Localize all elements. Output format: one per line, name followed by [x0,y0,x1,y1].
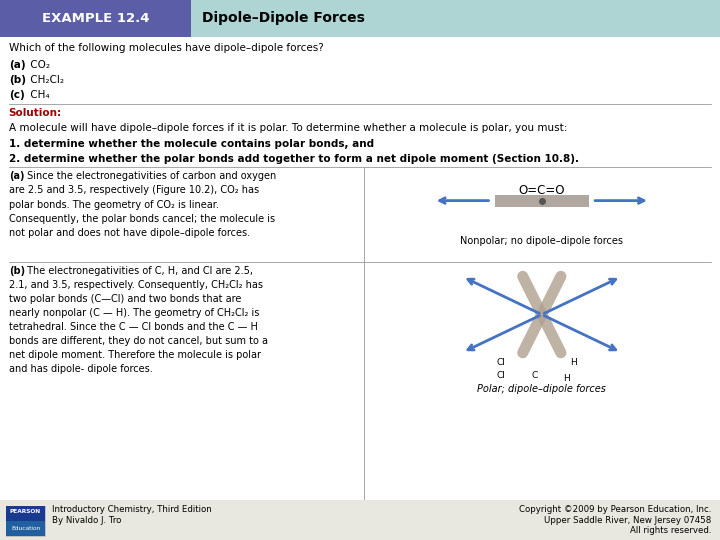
Text: 1. determine whether the molecule contains polar bonds, and: 1. determine whether the molecule contai… [9,139,374,148]
Text: Introductory Chemistry, Third Edition
By Nivaldo J. Tro: Introductory Chemistry, Third Edition By… [52,505,212,525]
Text: Which of the following molecules have dipole–dipole forces?: Which of the following molecules have di… [9,44,323,53]
Text: not polar and does not have dipole–dipole forces.: not polar and does not have dipole–dipol… [9,228,250,238]
Text: Copyright ©2009 by Pearson Education, Inc.
Upper Saddle River, New Jersey 07458
: Copyright ©2009 by Pearson Education, In… [519,505,711,535]
Bar [6,521,45,536]
Bar [495,195,589,207]
Text: 2.1, and 3.5, respectively. Consequently, CH₂Cl₂ has: 2.1, and 3.5, respectively. Consequently… [9,280,263,290]
Text: nearly nonpolar (C — H). The geometry of CH₂Cl₂ is: nearly nonpolar (C — H). The geometry of… [9,308,259,318]
Text: A molecule will have dipole–dipole forces if it is polar. To determine whether a: A molecule will have dipole–dipole force… [9,124,567,133]
Text: Dipole–Dipole Forces: Dipole–Dipole Forces [202,11,364,25]
Text: C: C [531,372,538,380]
Text: (b): (b) [9,266,24,276]
Bar [6,506,45,521]
Text: net dipole moment. Therefore the molecule is polar: net dipole moment. Therefore the molecul… [9,350,261,360]
Text: O=C=O: O=C=O [518,184,565,197]
Text: CH₂Cl₂: CH₂Cl₂ [27,75,63,85]
Text: bonds are different, they do not cancel, but sum to a: bonds are different, they do not cancel,… [9,336,268,346]
Text: and has dipole- dipole forces.: and has dipole- dipole forces. [9,364,153,374]
Text: Nonpolar; no dipole–dipole forces: Nonpolar; no dipole–dipole forces [460,237,624,246]
Text: Cl: Cl [497,372,505,380]
Bar [0,0,191,37]
Bar [6,506,45,536]
Bar [191,0,720,37]
Text: are 2.5 and 3.5, respectively (Figure 10.2), CO₂ has: are 2.5 and 3.5, respectively (Figure 10… [9,186,258,195]
Text: polar bonds. The geometry of CO₂ is linear.: polar bonds. The geometry of CO₂ is line… [9,200,218,210]
Text: H: H [563,374,570,383]
Text: (a): (a) [9,172,24,181]
Text: PEARSON: PEARSON [10,509,41,515]
Text: Since the electronegativities of carbon and oxygen: Since the electronegativities of carbon … [24,172,276,181]
Text: Consequently, the polar bonds cancel; the molecule is: Consequently, the polar bonds cancel; th… [9,214,275,224]
Bar [0,500,720,540]
Text: (a): (a) [9,60,25,70]
Text: two polar bonds (C—Cl) and two bonds that are: two polar bonds (C—Cl) and two bonds tha… [9,294,241,304]
Text: (c): (c) [9,90,24,100]
Text: EXAMPLE 12.4: EXAMPLE 12.4 [42,12,149,25]
Bar [0,37,720,502]
Text: Solution:: Solution: [9,108,62,118]
Text: The electronegativities of C, H, and Cl are 2.5,: The electronegativities of C, H, and Cl … [24,266,253,276]
Text: tetrahedral. Since the C — Cl bonds and the C — H: tetrahedral. Since the C — Cl bonds and … [9,322,258,332]
Text: Cl: Cl [497,358,505,367]
Text: (b): (b) [9,75,26,85]
Text: Education: Education [11,525,40,531]
Text: CH₄: CH₄ [27,90,49,100]
Text: 2. determine whether the polar bonds add together to form a net dipole moment (S: 2. determine whether the polar bonds add… [9,154,579,164]
Text: CO₂: CO₂ [27,60,50,70]
Text: Polar; dipole–dipole forces: Polar; dipole–dipole forces [477,384,606,394]
Text: H: H [571,358,577,367]
